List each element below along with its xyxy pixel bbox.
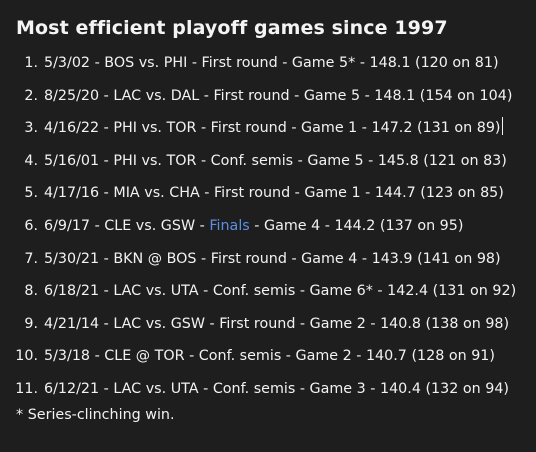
item-text: 4/21/14 - LAC vs. GSW - First round - Ga…: [44, 315, 510, 332]
item-number: 5.: [24, 185, 38, 202]
list-item: 7. 5/30/21 - BKN @ BOS - First round - G…: [0, 247, 536, 280]
list-item: 10. 5/3/18 - CLE @ TOR - Conf. semis - G…: [0, 344, 536, 377]
finals-link[interactable]: Finals: [209, 217, 250, 234]
item-number: 7.: [24, 250, 38, 267]
ranked-games-list: 1. 5/3/02 - BOS vs. PHI - First round - …: [0, 51, 536, 410]
item-text-wrapper[interactable]: 4/16/22 - PHI vs. TOR - First round - Ga…: [44, 116, 503, 140]
item-text: 4/16/22 - PHI vs. TOR - First round - Ga…: [44, 120, 501, 137]
item-text: 5/3/18 - CLE @ TOR - Conf. semis - Game …: [44, 348, 495, 365]
list-item: 9. 4/21/14 - LAC vs. GSW - First round -…: [0, 312, 536, 345]
item-number: 8.: [24, 283, 38, 300]
item-number: 6.: [24, 217, 38, 234]
list-item: 6. 6/9/17 - CLE vs. GSW - Finals - Game …: [0, 214, 536, 247]
footnote: * Series-clinching win.: [16, 407, 175, 423]
list-item: 2. 8/25/20 - LAC vs. DAL - First round -…: [0, 84, 536, 117]
item-text: 4/17/16 - MIA vs. CHA - First round - Ga…: [44, 185, 504, 202]
list-item: 11. 6/12/21 - LAC vs. UTA - Conf. semis …: [0, 377, 536, 410]
item-text: 5/16/01 - PHI vs. TOR - Conf. semis - Ga…: [44, 152, 507, 169]
item-number: 3.: [24, 120, 38, 137]
list-item: 4. 5/16/01 - PHI vs. TOR - Conf. semis -…: [0, 149, 536, 182]
item-number: 11.: [15, 380, 38, 397]
item-number: 4.: [24, 152, 38, 169]
item-text: 6/18/21 - LAC vs. UTA - Conf. semis - Ga…: [44, 283, 517, 300]
list-item: 5. 4/17/16 - MIA vs. CHA - First round -…: [0, 181, 536, 214]
item-text-before: 6/9/17 - CLE vs. GSW -: [44, 217, 210, 234]
item-text: 6/12/21 - LAC vs. UTA - Conf. semis - Ga…: [44, 380, 509, 397]
item-text: 6/9/17 - CLE vs. GSW - Finals - Game 4 -…: [44, 214, 463, 238]
item-number: 1.: [24, 55, 38, 71]
list-item: 8. 6/18/21 - LAC vs. UTA - Conf. semis -…: [0, 279, 536, 312]
item-text: 5/30/21 - BKN @ BOS - First round - Game…: [44, 250, 501, 267]
item-text-after: - Game 4 - 144.2 (137 on 95): [249, 217, 464, 234]
list-item: 3. 4/16/22 - PHI vs. TOR - First round -…: [0, 116, 536, 149]
item-text: 8/25/20 - LAC vs. DAL - First round - Ga…: [44, 87, 513, 104]
item-number: 9.: [24, 315, 38, 332]
item-number: 10.: [15, 348, 38, 365]
list-item: 1. 5/3/02 - BOS vs. PHI - First round - …: [0, 51, 536, 84]
item-number: 2.: [24, 87, 38, 104]
list-title: Most efficient playoff games since 1997: [16, 17, 448, 39]
item-text: 5/3/02 - BOS vs. PHI - First round - Gam…: [44, 55, 499, 71]
text-cursor: [501, 117, 503, 136]
